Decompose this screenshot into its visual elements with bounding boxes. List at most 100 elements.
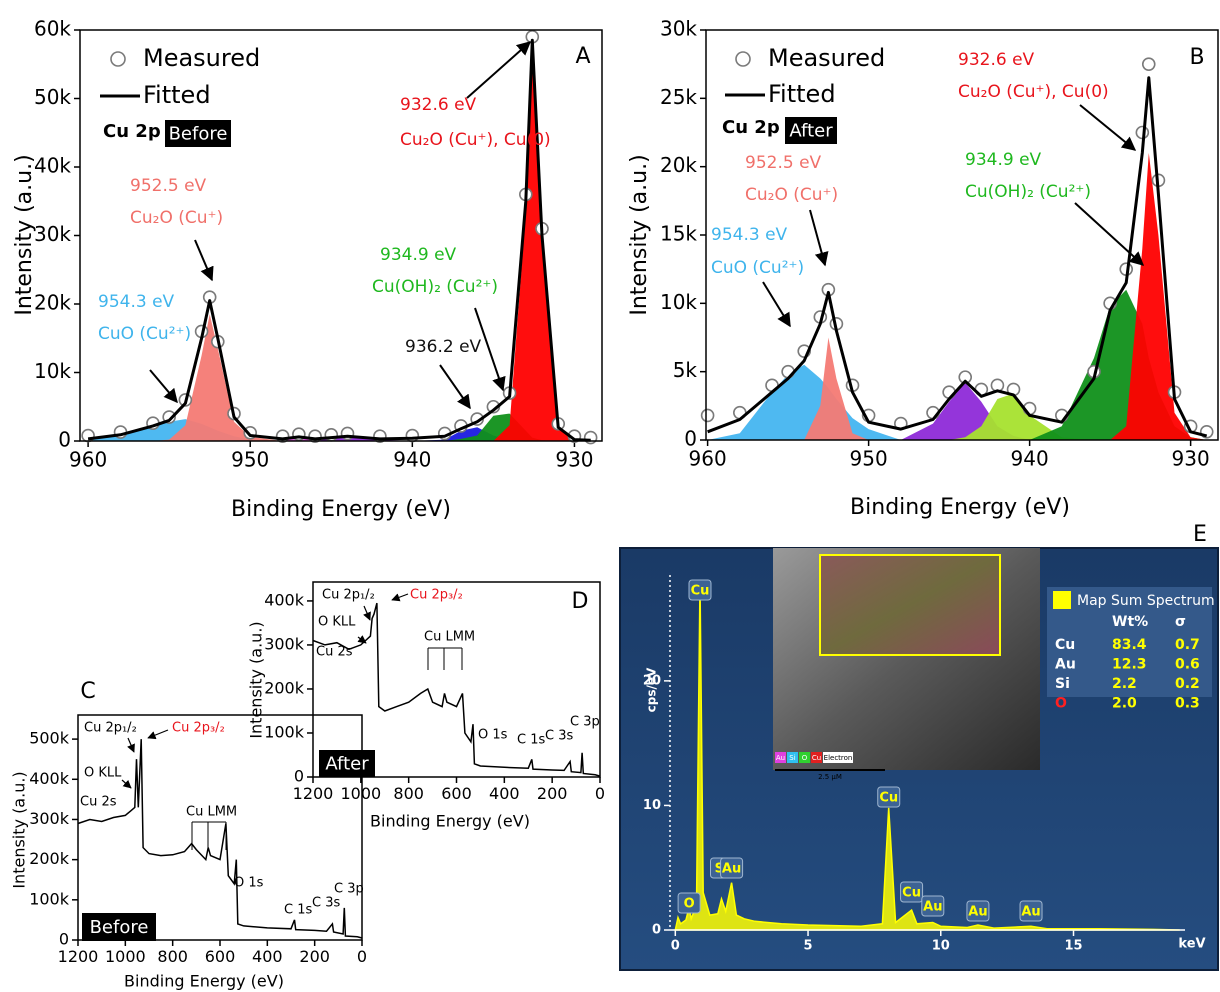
peak-label: O [684, 897, 695, 912]
annotation: 932.6 eV [400, 95, 477, 115]
y-tick-label: 20k [34, 291, 71, 315]
table-cell: 0.7 [1175, 637, 1200, 653]
scale-bar-label: 2.5 µM [818, 773, 842, 781]
state-label: Before [90, 917, 149, 938]
table-cell: 0.2 [1175, 676, 1200, 692]
annotation: Cu₂O (Cu⁺) [130, 208, 223, 228]
annotation: Cu 2p₃/₂ [410, 588, 463, 603]
arrow [810, 210, 825, 265]
x-tick-label: 0 [595, 784, 605, 803]
y-tick-label: 40k [34, 154, 71, 178]
annotation: CuO (Cu²⁺) [98, 324, 191, 344]
annotation: Cu 2s [316, 645, 353, 660]
y-tick-label: 100k [29, 889, 70, 908]
annotation: Cu 2p₁/₂ [322, 588, 375, 603]
annotation: Cu 2p₃/₂ [172, 721, 225, 736]
y-tick-label: 200k [264, 678, 305, 697]
y-axis-label: Intensity (a.u.) [10, 771, 29, 888]
y-tick-label: 10k [660, 290, 697, 314]
y-tick-label: 30k [34, 222, 71, 246]
y-tick-label: 10k [34, 359, 71, 383]
table-cell: 12.3 [1112, 657, 1147, 673]
table-cell: 0.3 [1175, 696, 1200, 712]
annotation: 954.3 eV [711, 225, 788, 245]
arrow [195, 240, 212, 280]
legend-marker [111, 52, 125, 66]
x-tick-label: 400 [489, 784, 520, 803]
state-label: After [789, 121, 833, 142]
map-legend-label: O [802, 754, 808, 762]
annotation: Cu₂O (Cu⁺) [745, 185, 838, 205]
peak-label: Au [722, 862, 741, 877]
arrow [392, 594, 408, 600]
peak-label: Au [968, 905, 987, 920]
x-tick-label: 0 [357, 947, 367, 966]
measured-point [1143, 58, 1155, 70]
y-tick-label: 100k [264, 722, 305, 741]
y-tick-label: 0 [59, 930, 69, 949]
panel-label: D [572, 589, 589, 614]
annotation: 934.9 eV [965, 150, 1042, 170]
y-axis-label: cps/eV [645, 667, 659, 712]
y-tick-label: 15k [660, 222, 697, 246]
arrow [1080, 105, 1135, 150]
x-axis-label: Binding Energy (eV) [850, 495, 1070, 520]
x-tick-label: 950 [231, 448, 269, 472]
panel-label: A [575, 44, 590, 69]
x-axis-label: Binding Energy (eV) [370, 812, 530, 831]
x-tick-label: 10 [932, 938, 950, 953]
annotation: Cu LMM [424, 630, 475, 645]
y-tick-label: 60k [34, 17, 71, 41]
annotation: Cu 2s [80, 795, 117, 810]
y-axis-label: Intensity (a.u.) [247, 621, 266, 738]
panel-label: C [80, 679, 95, 704]
panel-label: E [1193, 522, 1207, 547]
y-tick-label: 400k [29, 769, 70, 788]
y-axis-label: Intensity (a.u.) [12, 154, 37, 315]
annotation: Cu(OH)₂ (Cu²⁺) [372, 277, 498, 297]
table-header: σ [1175, 614, 1186, 630]
annotation: Cu₂O (Cu⁺), Cu(0) [400, 130, 551, 150]
y-tick-label: 0 [294, 767, 304, 786]
annotation: 954.3 eV [98, 292, 175, 312]
x-tick-label: 950 [850, 447, 888, 471]
map-legend-label: Au [776, 754, 785, 762]
table-cell: 2.0 [1112, 696, 1137, 712]
table-cell: O [1055, 696, 1067, 712]
arrow [364, 606, 370, 620]
map-region [820, 555, 1000, 655]
table-cell: Cu [1055, 637, 1075, 653]
annotation: O KLL [318, 615, 356, 630]
x-tick-label: 1000 [340, 784, 381, 803]
legend-label: Fitted [143, 81, 211, 109]
y-tick-label: 5k [673, 358, 698, 382]
y-tick-label: 400k [264, 590, 305, 609]
annotation: CuO (Cu²⁺) [711, 258, 804, 278]
table-legend-label: Map Sum Spectrum [1077, 593, 1215, 609]
measured-point [585, 432, 597, 444]
annotation: 952.5 eV [130, 176, 207, 196]
x-tick-label: 0 [671, 938, 680, 953]
legend-label: Fitted [768, 80, 836, 108]
annotation: Cu 2p₁/₂ [84, 721, 137, 736]
map-legend-label: Cu [812, 754, 821, 762]
table-cell: 83.4 [1112, 637, 1147, 653]
annotation: Cu₂O (Cu⁺), Cu(0) [958, 82, 1109, 102]
annotation: Cu(OH)₂ (Cu²⁺) [965, 182, 1091, 202]
x-tick-label: 940 [1011, 447, 1049, 471]
x-tick-label: 15 [1064, 938, 1082, 953]
annotation: 936.2 eV [405, 337, 482, 357]
x-tick-label: 1200 [58, 947, 99, 966]
panel-label: B [1189, 45, 1204, 70]
y-tick-label: 200k [29, 849, 70, 868]
y-tick-label: 10 [643, 798, 661, 813]
x-tick-label: 800 [393, 784, 424, 803]
table-cell: 0.6 [1175, 657, 1200, 673]
annotation: C 3s [312, 896, 340, 911]
annotation: C 3s [545, 729, 573, 744]
sample-label: Cu 2p [722, 117, 780, 138]
figure: 960950940930010k20k30k40k50k60kBinding E… [0, 0, 1220, 992]
y-tick-label: 0 [684, 427, 697, 451]
annotation: C 3p [334, 882, 364, 897]
arrow [440, 365, 470, 408]
